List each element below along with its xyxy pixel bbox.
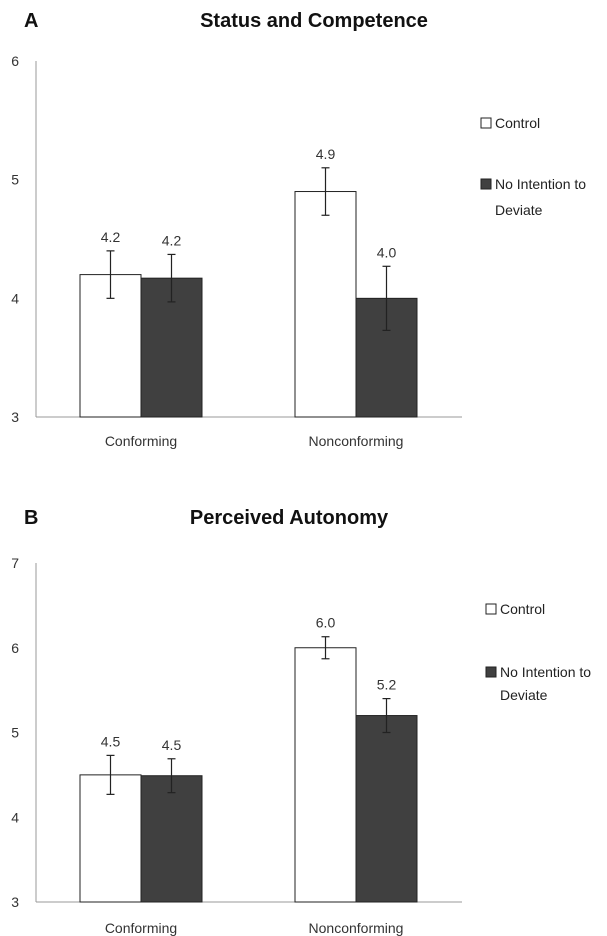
- y-tick-label: 5: [11, 725, 19, 741]
- legend-swatch-control: [480, 117, 492, 129]
- x-category-label: Conforming: [105, 920, 177, 936]
- chart-title: Status and Competence: [200, 10, 428, 32]
- legend-label: Control: [495, 115, 540, 131]
- y-tick-label: 4: [11, 290, 19, 306]
- data-label: 4.2: [162, 232, 182, 248]
- x-category-label: Nonconforming: [309, 433, 404, 449]
- bar-no-intention: [355, 715, 418, 903]
- data-label: 4.0: [377, 244, 397, 260]
- y-tick-label: 7: [11, 555, 19, 571]
- panel-letter: A: [24, 10, 38, 32]
- data-label: 6.0: [316, 615, 336, 631]
- x-category-label: Conforming: [105, 433, 177, 449]
- y-tick-label: 3: [11, 894, 19, 910]
- data-label: 4.9: [316, 146, 336, 162]
- y-tick-label: 5: [11, 172, 19, 188]
- data-label: 4.5: [101, 733, 121, 749]
- bar-control: [79, 774, 142, 903]
- y-tick-label: 6: [11, 53, 19, 69]
- chart-panel-a: A Status and Competence 3 4 5 6 Conforming Nonc…: [11, 10, 586, 449]
- panel-letter: B: [24, 507, 38, 529]
- legend-swatch-no-intention: [480, 178, 492, 190]
- legend-label: No Intention to Deviate: [495, 176, 586, 218]
- bar-control: [294, 191, 357, 418]
- y-tick-label: 4: [11, 809, 19, 825]
- chart-panel-b: B Perceived Autonomy 3 4 5 6 7 Conforming Noncon…: [11, 507, 591, 936]
- legend-label: Control: [500, 601, 545, 617]
- data-label: 5.2: [377, 677, 397, 693]
- x-category-label: Nonconforming: [309, 920, 404, 936]
- data-label: 4.5: [162, 737, 182, 753]
- y-tick-label: 6: [11, 640, 19, 656]
- legend-label: No Intention to Deviate: [500, 664, 591, 703]
- data-label: 4.2: [101, 229, 121, 245]
- legend-swatch-no-intention: [485, 666, 497, 678]
- bar-no-intention: [140, 775, 203, 903]
- y-tick-label: 3: [11, 409, 19, 425]
- bar-control: [294, 647, 357, 903]
- legend-swatch-control: [485, 603, 497, 615]
- chart-title: Perceived Autonomy: [190, 507, 389, 529]
